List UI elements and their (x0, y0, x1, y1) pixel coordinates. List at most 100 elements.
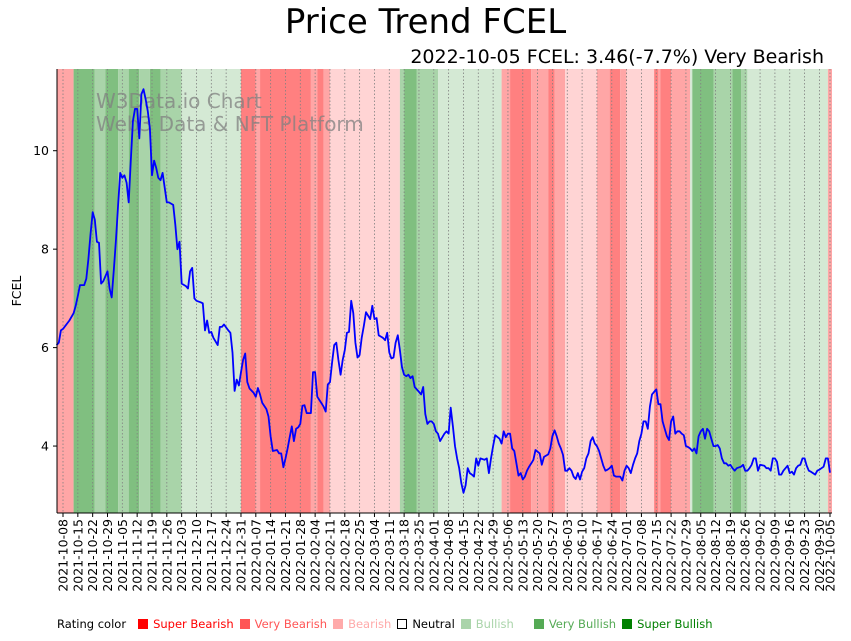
x-tick-label: 2022-01-21 (278, 519, 293, 592)
x-tick-label: 2022-07-15 (649, 519, 664, 592)
rating-band (596, 69, 610, 513)
x-tick-label: 2022-08-05 (693, 519, 708, 592)
x-tick-label: 2022-02-11 (322, 519, 337, 592)
legend-label: Neutral (412, 617, 455, 631)
x-tick-label: 2022-02-25 (352, 519, 367, 592)
x-tick-label: 2022-01-07 (248, 519, 263, 592)
grid-lines (62, 69, 831, 513)
rating-band (94, 69, 106, 513)
legend-item: Bearish (333, 617, 391, 631)
legend-label: Bearish (348, 617, 392, 631)
x-tick-label: 2021-12-10 (189, 519, 204, 592)
rating-band (609, 69, 621, 513)
x-tick-label: 2022-06-10 (575, 519, 590, 592)
legend-swatch (622, 619, 633, 629)
rating-band (73, 69, 95, 513)
x-tick-label: 2022-10-05 (823, 519, 838, 592)
rating-band (240, 69, 256, 513)
y-tick-label: 8 (41, 242, 49, 257)
rating-band (626, 69, 655, 513)
legend-item: Bullish (460, 617, 514, 631)
rating-band (399, 69, 405, 513)
x-tick-label: 2022-04-15 (456, 519, 471, 592)
x-tick-label: 2021-12-24 (219, 519, 234, 592)
x-tick-label: 2022-02-04 (308, 519, 323, 592)
x-tick-label: 2022-09-16 (782, 519, 797, 592)
x-tick-label: 2021-12-17 (204, 519, 219, 592)
x-tick-label: 2022-09-30 (812, 519, 827, 592)
rating-band (416, 69, 439, 513)
rating-band (620, 69, 627, 513)
legend-swatch (460, 619, 471, 629)
legend-item: Super Bullish (622, 617, 713, 631)
rating-band (732, 69, 742, 513)
legend-swatch (333, 619, 344, 629)
rating-band (741, 69, 748, 513)
x-tick-label: 2021-11-26 (159, 519, 174, 592)
rating-band (317, 69, 324, 513)
rating-band (255, 69, 261, 513)
chart-subtitle: 2022-10-05 FCEL: 3.46(-7.7%) Very Bearis… (410, 46, 824, 68)
rating-band (713, 69, 733, 513)
legend-label: Very Bullish (548, 617, 617, 631)
y-axis-label: FCEL (9, 276, 24, 307)
watermark-line-2: Web3 Data & NFT Platform (96, 112, 364, 136)
chart-title: Price Trend FCEL (284, 2, 567, 42)
x-tick-label: 2022-05-13 (515, 519, 530, 592)
x-tick-label: 2022-04-01 (426, 519, 441, 592)
x-tick-label: 2022-09-09 (767, 519, 782, 592)
y-tick-label: 6 (41, 340, 49, 355)
legend-swatch (533, 619, 544, 629)
x-tick-label: 2022-07-29 (678, 519, 693, 592)
x-tick-label: 2022-01-14 (263, 519, 278, 592)
series-layer (55, 88, 831, 494)
rating-band (554, 69, 566, 513)
legend-label: Super Bullish (637, 617, 713, 631)
rating-band (310, 69, 318, 513)
legend-swatch (397, 619, 408, 629)
x-tick-label: 2022-07-22 (664, 519, 679, 592)
x-tick-label: 2022-02-18 (337, 519, 352, 592)
x-tick-label: 2022-03-18 (397, 519, 412, 592)
x-tick-label: 2021-10-08 (56, 519, 71, 592)
legend-title: Rating color (57, 617, 127, 631)
legend-label: Very Bearish (254, 617, 328, 631)
x-tick-label: 2021-11-19 (144, 519, 159, 592)
x-tick-label: 2022-09-23 (797, 519, 812, 592)
rating-band (660, 69, 672, 513)
rating-band (404, 69, 417, 513)
rating-band (118, 69, 129, 513)
x-tick-label: 2022-08-26 (738, 519, 753, 592)
x-tick-label: 2022-06-03 (560, 519, 575, 592)
legend-item: Very Bearish (239, 617, 328, 631)
rating-band (438, 69, 502, 513)
legend-label: Super Bearish (153, 617, 234, 631)
watermark-line-1: W3Data.io Chart (96, 89, 262, 113)
x-tick-label: 2021-11-05 (115, 519, 130, 592)
x-tick-label: 2022-08-12 (708, 519, 723, 592)
legend-swatch (138, 619, 149, 629)
rating-band (149, 69, 161, 513)
x-tick-label: 2021-10-29 (100, 519, 115, 592)
y-tick-label: 4 (41, 439, 49, 454)
x-tick-label: 2022-07-01 (619, 519, 634, 592)
rating-band (160, 69, 182, 513)
rating-band (57, 69, 74, 513)
legend-item: Very Bullish (533, 617, 617, 631)
rating-band (692, 69, 714, 513)
legend-items: Super Bearish Very Bearish Bearish Neutral B… (138, 617, 718, 631)
x-tick-label: 2022-04-22 (471, 519, 486, 592)
x-tick-label: 2022-01-28 (293, 519, 308, 592)
legend-label: Bullish (475, 617, 514, 631)
x-tick-label: 2021-12-31 (233, 519, 248, 592)
rating-band (658, 69, 661, 513)
rating-band (747, 69, 828, 513)
y-tick-label: 10 (33, 143, 49, 158)
rating-band (548, 69, 555, 513)
x-tick-label: 2022-03-25 (411, 519, 426, 592)
rating-legend: Rating color Super Bearish Very Bearish Be… (57, 617, 719, 631)
rating-band (510, 69, 532, 513)
x-tick-label: 2022-09-02 (753, 519, 768, 592)
x-tick-label: 2022-05-06 (500, 519, 515, 592)
